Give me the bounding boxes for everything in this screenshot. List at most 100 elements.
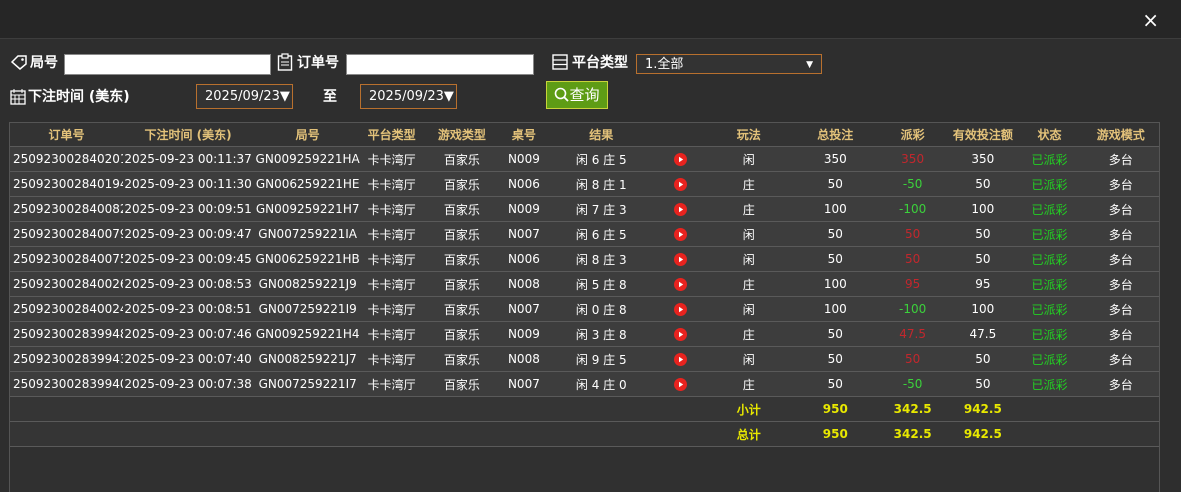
video-icon[interactable]	[673, 253, 687, 266]
cell: 闲	[703, 146, 795, 172]
cell: 350	[949, 146, 1017, 172]
video-icon[interactable]	[673, 303, 687, 316]
column-header: 游戏类型	[421, 123, 503, 147]
cell: GN009259221HA	[253, 146, 363, 172]
cell: 已派彩	[1016, 371, 1083, 397]
cell: 250923002839943	[10, 346, 123, 372]
cell: 50	[794, 346, 876, 372]
query-button[interactable]: 查询	[546, 81, 608, 109]
cell: -100	[876, 196, 950, 222]
cell: N009	[502, 321, 546, 347]
cell: 庄	[703, 371, 795, 397]
video-icon[interactable]	[673, 353, 687, 366]
summary-cell: 942.5	[949, 396, 1017, 422]
cell: 50	[949, 371, 1017, 397]
round-label: 局号	[30, 55, 58, 71]
cell: 闲 7 庄 3	[545, 196, 658, 222]
cell: 250923002840026	[10, 271, 123, 297]
video-icon[interactable]	[673, 153, 687, 166]
cell: 闲 0 庄 8	[545, 296, 658, 322]
cell: 50	[794, 171, 876, 197]
cell: 卡卡湾厅	[362, 196, 422, 222]
video-icon[interactable]	[673, 328, 687, 341]
summary-cell: 342.5	[876, 396, 950, 422]
tag-icon	[10, 55, 27, 70]
order-table: 订单号 下注时间 (美东) 局号 平台类型 游戏类型 桌号 结果 玩法 总投注 派彩 有效投注额 状态…	[10, 123, 1159, 447]
cell: N009	[502, 146, 546, 172]
cell: -50	[876, 371, 950, 397]
date-to[interactable]: 2025/09/23▼	[360, 84, 457, 109]
cell: 250923002840194	[10, 171, 123, 197]
cell: 50	[794, 246, 876, 272]
summary-row: 总计 950 342.5 942.5	[10, 421, 1159, 447]
cell: -100	[876, 296, 950, 322]
video-icon[interactable]	[673, 178, 687, 191]
video-cell	[657, 321, 703, 347]
cell: N008	[502, 271, 546, 297]
column-header: 状态	[1016, 123, 1083, 147]
data-row: 250923002840082 2025-09-23 00:09:51 GN0092…	[10, 196, 1159, 222]
cell: 250923002840201	[10, 146, 123, 172]
column-header: 订单号	[10, 123, 123, 147]
video-icon[interactable]	[673, 278, 687, 291]
column-header: 游戏模式	[1082, 123, 1159, 147]
cell: 50	[949, 221, 1017, 247]
cell: 多台	[1082, 146, 1159, 172]
date-from[interactable]: 2025/09/23▼	[196, 84, 293, 109]
cell: 已派彩	[1016, 221, 1083, 247]
summary-cell: 小计	[703, 396, 795, 422]
cell: 闲	[703, 346, 795, 372]
platform-select[interactable]: 1.全部 ▼	[636, 54, 822, 74]
cell: 多台	[1082, 346, 1159, 372]
cell: 卡卡湾厅	[362, 321, 422, 347]
calendar-icon	[10, 89, 26, 105]
cell: 庄	[703, 271, 795, 297]
order-input[interactable]	[346, 54, 534, 75]
order-label: 订单号	[297, 55, 339, 71]
dropdown-arrow: ▼	[806, 60, 813, 70]
cell: 百家乐	[421, 271, 503, 297]
cell: GN006259221HB	[253, 246, 363, 272]
list-icon	[552, 54, 568, 70]
cell: 百家乐	[421, 196, 503, 222]
cell: 闲	[703, 221, 795, 247]
cell: N006	[502, 171, 546, 197]
video-cell	[657, 196, 703, 222]
cell: 庄	[703, 171, 795, 197]
cell: 已派彩	[1016, 271, 1083, 297]
cell: 闲 9 庄 5	[545, 346, 658, 372]
video-icon[interactable]	[673, 378, 687, 391]
order-table-panel: 订单号 下注时间 (美东) 局号 平台类型 游戏类型 桌号 结果 玩法 总投注 派彩 有效投注额 状态…	[9, 122, 1160, 492]
summary-pad	[10, 396, 703, 422]
cell: 多台	[1082, 196, 1159, 222]
cell: GN007259221I7	[253, 371, 363, 397]
column-header: 桌号	[502, 123, 546, 147]
cell: 卡卡湾厅	[362, 271, 422, 297]
video-icon[interactable]	[673, 228, 687, 241]
platform-value: 1.全部	[645, 57, 684, 72]
cell: 百家乐	[421, 321, 503, 347]
summary-row: 小计 950 342.5 942.5	[10, 396, 1159, 422]
title-bar: ×	[0, 0, 1181, 39]
cell: 250923002840075	[10, 246, 123, 272]
close-button[interactable]: ×	[1142, 8, 1159, 32]
round-input[interactable]	[64, 54, 271, 75]
video-cell	[657, 371, 703, 397]
cell: 100	[949, 196, 1017, 222]
cell: 庄	[703, 321, 795, 347]
cell: 多台	[1082, 321, 1159, 347]
video-icon[interactable]	[673, 203, 687, 216]
cell: 多台	[1082, 371, 1159, 397]
cell: 50	[949, 171, 1017, 197]
video-cell	[657, 171, 703, 197]
column-header: 结果	[545, 123, 658, 147]
cell: 100	[949, 296, 1017, 322]
cell: 已派彩	[1016, 346, 1083, 372]
column-header: 玩法	[703, 123, 795, 147]
cell: 2025-09-23 00:07:38	[122, 371, 254, 397]
data-row: 250923002840194 2025-09-23 00:11:30 GN0062…	[10, 171, 1159, 197]
cell: 闲 3 庄 8	[545, 321, 658, 347]
cell: -50	[876, 171, 950, 197]
cell: N008	[502, 346, 546, 372]
